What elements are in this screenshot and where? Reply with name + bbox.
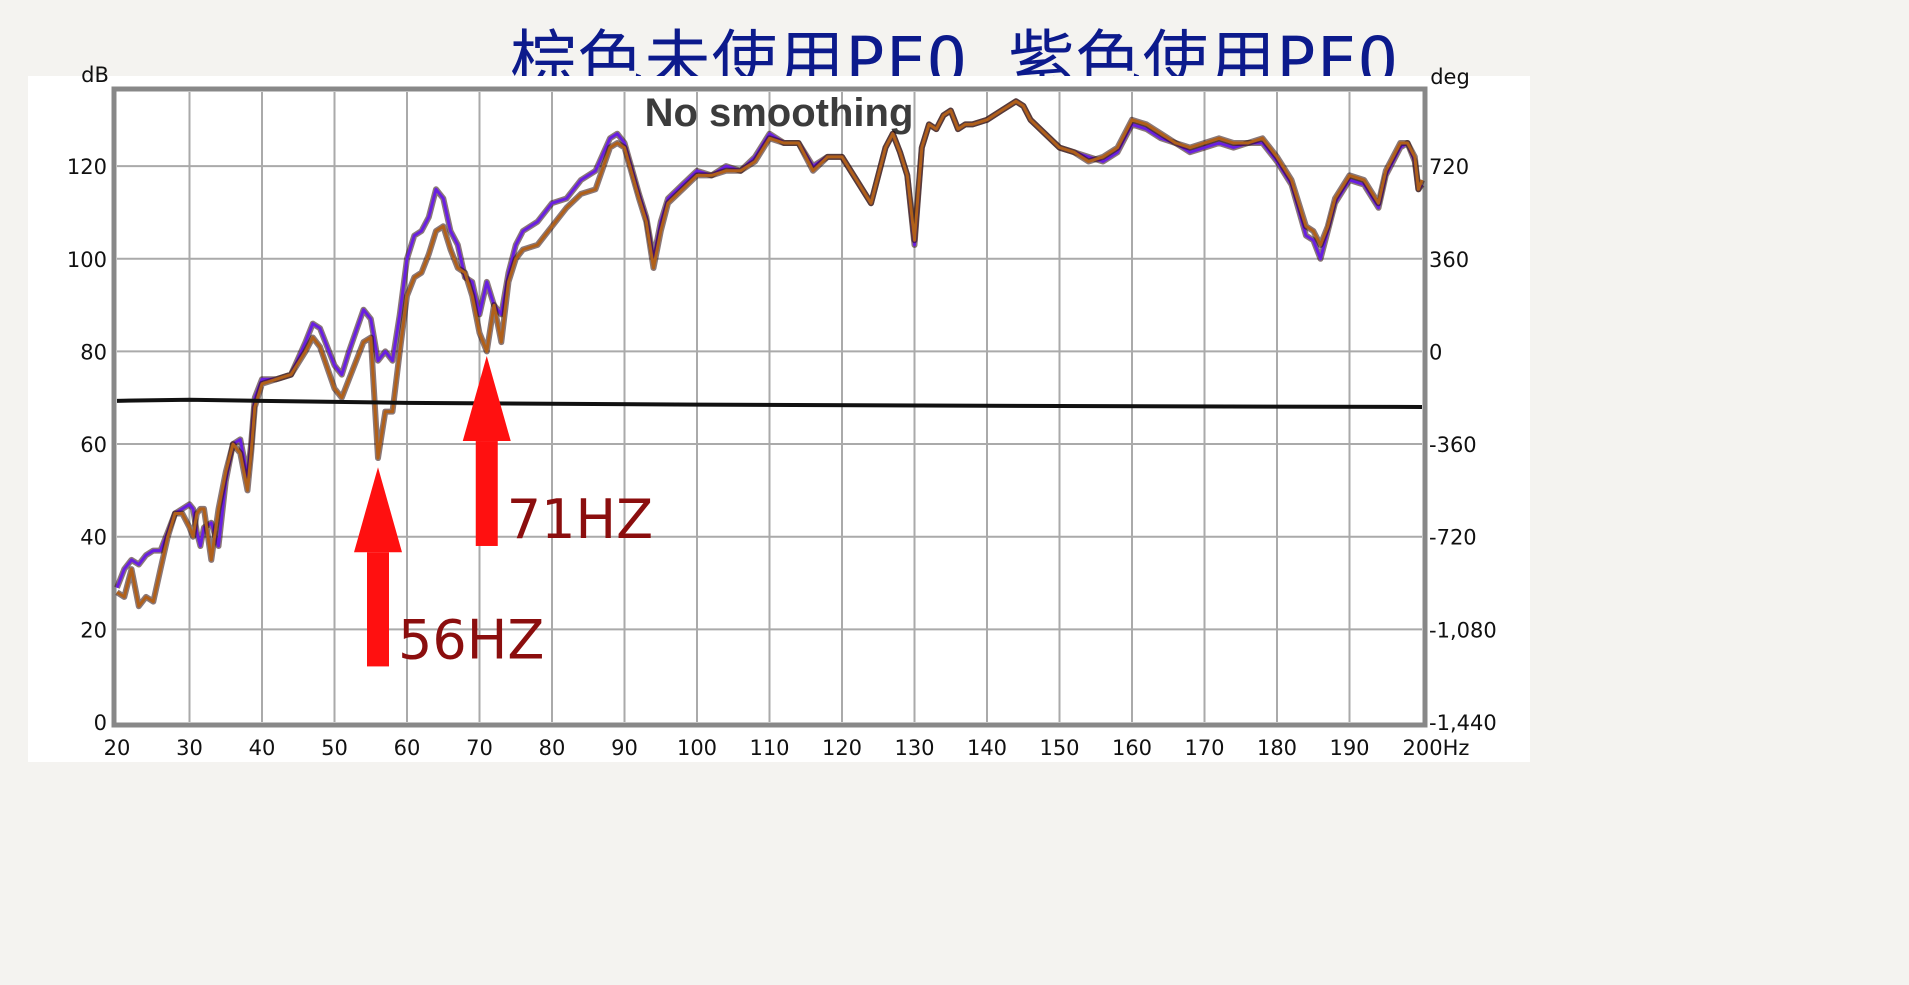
x-tick-label: 160 <box>1112 736 1152 760</box>
arrow-label: 71HZ <box>507 488 653 551</box>
x-tick-label: 60 <box>394 736 421 760</box>
smoothing-annotation: No smoothing <box>645 91 914 135</box>
x-tick-label: 100 <box>677 736 717 760</box>
x-tick-label: 200Hz <box>1403 736 1470 760</box>
y-right-tick-label: 720 <box>1429 155 1469 179</box>
x-tick-label: 50 <box>321 736 348 760</box>
y-right-tick-label: 360 <box>1429 248 1469 272</box>
x-tick-label: 170 <box>1184 736 1224 760</box>
x-tick-label: 40 <box>249 736 276 760</box>
series-without-peq <box>116 99 1424 608</box>
x-tick-label: 150 <box>1039 736 1079 760</box>
y-right-tick-label: -1,440 <box>1429 711 1497 735</box>
x-tick-label: 110 <box>749 736 789 760</box>
x-tick-label: 30 <box>176 736 203 760</box>
arrow-up-icon <box>462 356 511 442</box>
y-right-axis-label: deg <box>1430 65 1470 89</box>
x-tick-label: 180 <box>1257 736 1297 760</box>
x-tick-label: 140 <box>967 736 1007 760</box>
y-tick-label: 120 <box>67 155 107 179</box>
arrow-label: 56HZ <box>398 608 544 671</box>
y-right-tick-label: -360 <box>1429 433 1477 457</box>
y-right-tick-label: -720 <box>1429 526 1477 550</box>
y-tick-label: 100 <box>67 248 107 272</box>
x-tick-label: 120 <box>822 736 862 760</box>
x-tick-label: 20 <box>104 736 131 760</box>
arrow-shaft <box>475 441 498 546</box>
x-tick-label: 90 <box>611 736 638 760</box>
y-right-tick-label: -1,080 <box>1429 618 1497 642</box>
y-tick-label: 80 <box>80 340 107 364</box>
y-tick-label: 40 <box>80 526 107 550</box>
x-tick-label: 70 <box>466 736 493 760</box>
x-tick-label: 80 <box>539 736 566 760</box>
arrow-shaft <box>367 552 389 667</box>
y-right-tick-label: 0 <box>1429 340 1442 364</box>
x-tick-label: 130 <box>894 736 934 760</box>
arrow-up-icon <box>354 467 402 553</box>
y-axis-label: dB <box>81 63 109 87</box>
phase-line <box>116 397 1423 409</box>
y-tick-label: 20 <box>80 618 107 642</box>
y-tick-label: 60 <box>80 433 107 457</box>
y-tick-label: 0 <box>94 711 107 735</box>
x-tick-label: 190 <box>1329 736 1369 760</box>
